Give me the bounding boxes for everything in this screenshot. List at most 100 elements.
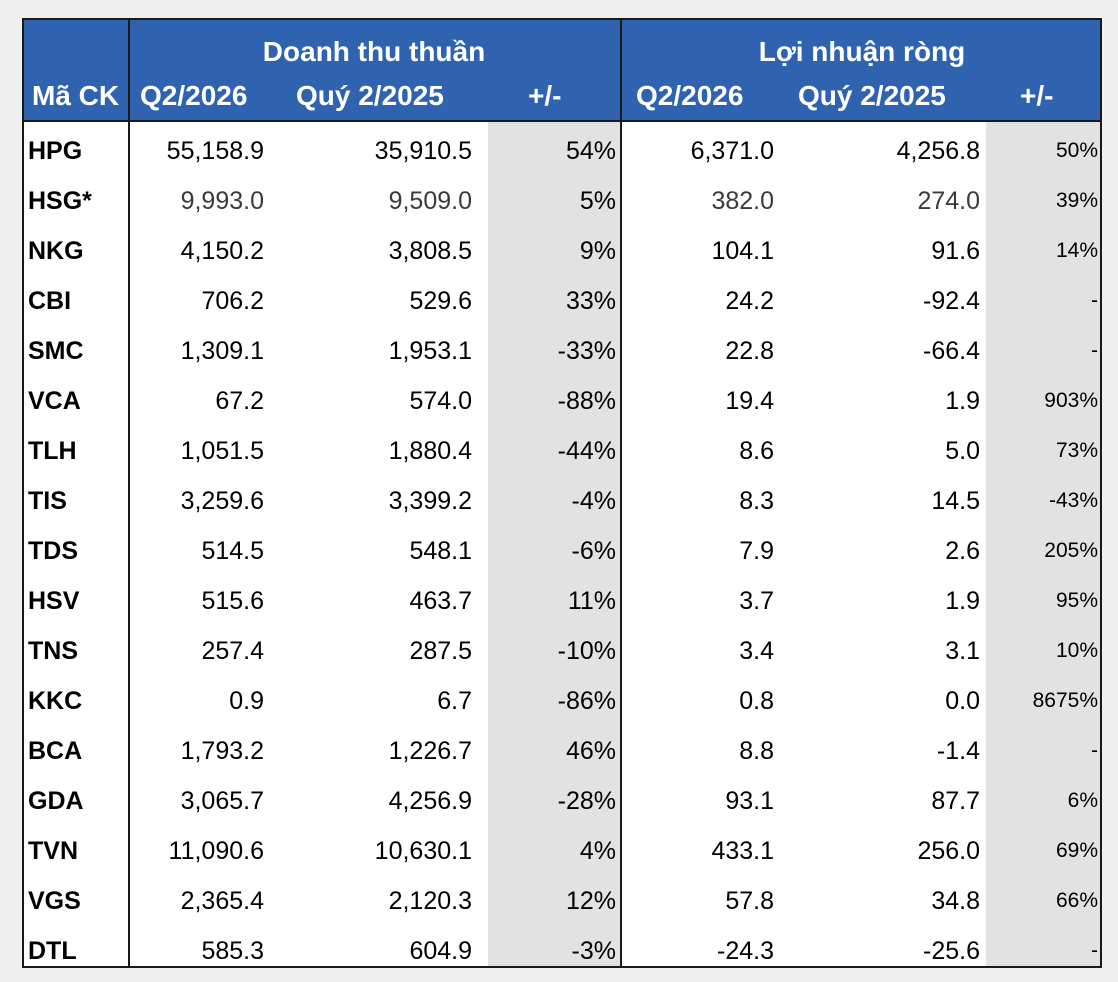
cell-revenue-current: 585.3 [201,937,264,965]
cell-revenue-change: 11% [567,587,616,615]
cell-code: TDS [28,537,78,565]
header-divider [24,120,1100,122]
col-header-revenue-change: +/- [528,80,562,111]
cell-revenue-change: 9% [579,237,616,265]
cell-profit-current: 3.4 [739,637,774,665]
cell-revenue-change: -44% [557,437,616,465]
revenue-change-column-shade [488,122,620,966]
cell-revenue-change: -33% [557,337,616,365]
col-header-profit-current: Q2/2026 [636,80,744,111]
cell-code: NKG [28,237,84,265]
cell-revenue-change: -86% [557,687,616,715]
cell-profit-current: 8.6 [739,437,774,465]
cell-profit-previous: 87.7 [931,787,980,815]
col-header-code: Mã CK [32,80,120,111]
group-title-revenue: Doanh thu thuần [262,36,486,67]
cell-revenue-previous: 35,910.5 [374,137,472,165]
cell-profit-previous: -25.6 [923,937,980,965]
cell-revenue-change: -10% [557,637,616,665]
financial-table: Doanh thu thuần Lợi nhuận ròng Mã CK Q2/… [22,18,1102,968]
col-header-revenue-current: Q2/2026 [140,80,248,111]
cell-revenue-previous: 529.6 [409,287,472,315]
col-header-profit-change: +/- [1020,80,1054,111]
cell-revenue-previous: 1,953.1 [388,337,472,365]
cell-revenue-current: 1,793.2 [180,737,264,765]
cell-profit-current: 433.1 [711,837,774,865]
cell-revenue-change: 33% [565,287,616,315]
cell-revenue-change: 4% [579,837,616,865]
cell-profit-change: - [1091,739,1098,762]
cell-profit-previous: 256.0 [917,837,980,865]
cell-profit-previous: 1.9 [945,387,980,415]
cell-profit-current: 7.9 [739,537,774,565]
cell-revenue-previous: 1,226.7 [388,737,472,765]
cell-profit-previous: 1.9 [945,587,980,615]
cell-revenue-previous: 3,808.5 [388,237,472,265]
cell-revenue-previous: 604.9 [409,937,472,965]
cell-profit-change: - [1091,289,1098,312]
cell-profit-current: 57.8 [725,887,774,915]
cell-revenue-current: 3,259.6 [180,487,264,515]
cell-revenue-current: 67.2 [215,387,264,415]
cell-profit-current: 24.2 [725,287,774,315]
cell-revenue-previous: 463.7 [409,587,472,615]
cell-profit-current: 3.7 [739,587,774,615]
cell-profit-previous: 2.6 [945,537,980,565]
cell-profit-previous: 0.0 [945,687,980,715]
cell-revenue-current: 11,090.6 [168,837,264,865]
cell-revenue-previous: 6.7 [437,687,472,715]
cell-revenue-current: 1,051.5 [180,437,264,465]
cell-code: SMC [28,337,84,365]
cell-code: TNS [28,637,78,665]
cell-profit-change: -43% [1048,489,1098,512]
cell-revenue-change: -28% [557,787,616,815]
cell-revenue-change: -6% [571,537,616,565]
cell-revenue-current: 1,309.1 [180,337,264,365]
cell-code: GDA [28,787,84,815]
cell-profit-previous: 91.6 [931,237,980,265]
cell-profit-change: 50% [1055,139,1098,162]
cell-profit-current: 8.8 [739,737,774,765]
cell-revenue-change: 5% [579,187,616,215]
cell-revenue-previous: 10,630.1 [374,837,472,865]
cell-profit-change: 6% [1067,789,1098,812]
cell-revenue-change: -4% [571,487,616,515]
cell-code: KKC [28,687,83,715]
cell-profit-current: 22.8 [725,337,774,365]
cell-profit-change: - [1091,939,1098,962]
col-header-profit-previous: Quý 2/2025 [798,80,946,111]
cell-revenue-current: 2,365.4 [180,887,264,915]
cell-profit-change: - [1091,339,1098,362]
column-divider-code [128,20,130,966]
cell-revenue-previous: 2,120.3 [388,887,472,915]
cell-profit-change: 69% [1055,839,1098,862]
cell-code: TIS [28,487,67,515]
cell-revenue-previous: 287.5 [409,637,472,665]
cell-profit-current: 104.1 [711,237,774,265]
cell-profit-current: 19.4 [725,387,774,415]
cell-revenue-current: 257.4 [201,637,264,665]
cell-profit-change: 8675% [1032,689,1098,712]
cell-profit-change: 95% [1055,589,1098,612]
cell-profit-change: 39% [1055,189,1098,212]
cell-profit-current: -24.3 [717,937,774,965]
cell-code: VCA [28,387,81,415]
cell-revenue-current: 514.5 [201,537,264,565]
cell-code: HPG [28,137,83,165]
cell-profit-previous: 5.0 [945,437,980,465]
cell-profit-change: 10% [1055,639,1098,662]
cell-profit-previous: 14.5 [931,487,980,515]
cell-profit-current: 93.1 [725,787,774,815]
cell-revenue-change: 46% [565,737,616,765]
cell-revenue-current: 9,993.0 [180,187,264,215]
group-title-profit: Lợi nhuận ròng [758,36,966,67]
cell-code: HSG* [28,187,92,215]
cell-profit-current: 0.8 [739,687,774,715]
cell-profit-current: 8.3 [739,487,774,515]
column-divider-groups [620,20,622,966]
cell-revenue-previous: 9,509.0 [388,187,472,215]
cell-revenue-current: 515.6 [201,587,264,615]
cell-profit-current: 6,371.0 [690,137,774,165]
cell-revenue-current: 3,065.7 [180,787,264,815]
cell-revenue-current: 4,150.2 [180,237,264,265]
